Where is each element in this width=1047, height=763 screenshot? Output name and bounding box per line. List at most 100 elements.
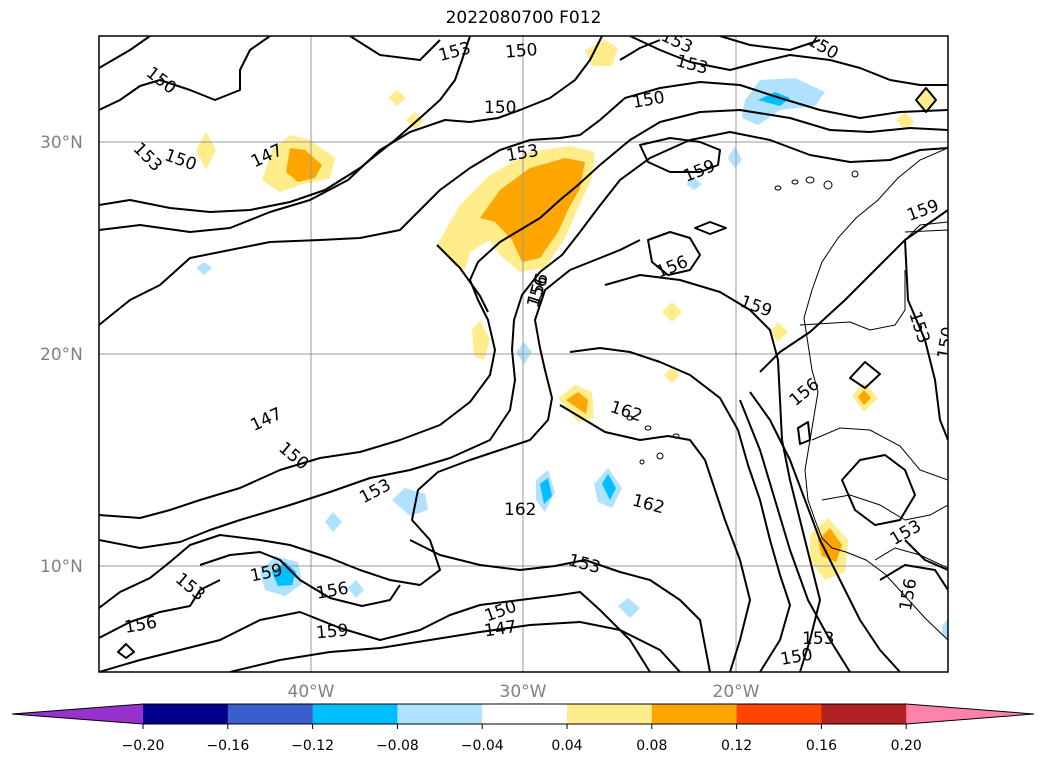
contour-line	[99, 109, 948, 519]
shade-neg-dot5	[728, 146, 742, 168]
contour-line	[841, 454, 916, 526]
contour-line	[629, 36, 948, 86]
contour-line	[619, 39, 661, 61]
contour-label: 153	[566, 550, 603, 578]
contour-label: 153	[674, 51, 711, 79]
island-8	[805, 176, 815, 184]
colorbar-tick-label: −0.08	[376, 738, 419, 754]
contour-line	[915, 87, 937, 113]
contour-label: 156	[123, 613, 158, 638]
contour-labels: 150 153 150 153 150 147 150 153 153 150 …	[123, 36, 948, 670]
border-5	[874, 547, 948, 569]
island-10	[851, 170, 859, 178]
colorbar-segment	[651, 704, 738, 724]
island-1	[626, 415, 634, 421]
contour-label: 147	[247, 404, 285, 436]
map-body: 150 153 150 153 150 147 150 153 153 150 …	[99, 36, 948, 672]
contour-label: 153	[171, 569, 209, 605]
shade-neg-topright-core	[758, 92, 790, 106]
shade-pos-small1	[196, 132, 216, 170]
island-5	[639, 459, 645, 465]
contour-label: 159	[315, 621, 349, 644]
shade-neg-dot2	[348, 580, 364, 598]
island-4	[656, 452, 664, 460]
shade-pos-right-core	[858, 390, 871, 405]
longitude-labels: 40°W 30°W 20°W	[288, 682, 760, 702]
shade-neg-dot1	[325, 512, 342, 532]
island-6	[774, 185, 782, 191]
colorbar-segment	[397, 704, 483, 724]
contour-line	[797, 421, 811, 445]
coastlines	[626, 147, 948, 641]
contour-line	[229, 621, 681, 672]
contour-label: 156	[523, 273, 552, 310]
border-2	[904, 229, 948, 233]
lon-label-30w: 30°W	[500, 682, 547, 702]
coastline-africa	[803, 147, 948, 641]
shade-pos-topleft-core	[286, 148, 322, 182]
island-7	[791, 179, 799, 185]
contours	[99, 36, 948, 672]
contour-label: 150	[779, 645, 814, 670]
contour-line	[99, 239, 641, 609]
colorbar-tick-label: 0.04	[551, 738, 582, 754]
colorbar-tick-label: 0.20	[891, 738, 922, 754]
contour-label: 150	[504, 40, 538, 63]
shade-pos-dot4	[916, 88, 936, 112]
shade-pos-dot3	[770, 322, 788, 342]
contour-line	[604, 274, 821, 672]
shade-pos-dot1	[662, 302, 682, 322]
island-9	[823, 180, 833, 190]
contour-line	[99, 81, 948, 326]
contour-label: 153	[802, 629, 834, 649]
contour-label: 150	[142, 63, 180, 99]
contour-label: 159	[681, 156, 719, 187]
contour-label: 156	[786, 374, 824, 410]
contour-line	[694, 221, 727, 235]
gridlines	[99, 36, 948, 672]
contour-line	[199, 551, 401, 607]
lat-label-10n: 10°N	[40, 557, 83, 577]
contour-label: 156	[653, 252, 691, 283]
contour-label: 156	[896, 577, 921, 612]
colorbar-segment	[227, 704, 314, 724]
colorbar-segment	[312, 704, 398, 724]
contour-line	[569, 347, 791, 672]
shade-neg-dot3	[516, 342, 532, 364]
lon-label-40w: 40°W	[288, 682, 335, 702]
contour-line	[99, 36, 151, 69]
map-frame	[98, 35, 949, 673]
latitude-labels: 30°N 20°N 10°N	[40, 133, 83, 577]
shade-neg-mid2-core	[540, 478, 552, 504]
contour-line	[759, 209, 948, 373]
island-2	[644, 425, 652, 431]
shade-neg-dot7	[196, 262, 212, 275]
shade-pos-dot6	[406, 112, 424, 130]
colorbar-tick-label: 0.16	[806, 738, 837, 754]
colorbar-segment	[821, 704, 907, 724]
contour-line	[99, 36, 271, 111]
colorbar-tick-label: −0.20	[122, 738, 165, 754]
shade-neg-dot8	[942, 618, 948, 639]
contour-label: 153	[904, 309, 933, 346]
contour-line	[904, 539, 948, 571]
contour-label: 153	[437, 38, 474, 66]
contour-label: 150	[484, 98, 516, 118]
contour-line	[879, 564, 948, 591]
colorbar-segment	[567, 704, 653, 724]
shade-pos-mid-core	[566, 392, 588, 414]
colorbar-tick-label: −0.16	[206, 738, 249, 754]
contour-label: 162	[608, 397, 645, 426]
positive-shading	[196, 40, 936, 580]
lat-label-30n: 30°N	[40, 133, 83, 153]
contour-label: 162	[504, 500, 536, 520]
shade-pos-central-core	[480, 158, 585, 262]
contour-label: 153	[129, 139, 166, 176]
colorbar-extend-high	[906, 704, 1034, 724]
border-3	[811, 427, 948, 481]
contour-line	[559, 404, 751, 672]
contour-line	[99, 131, 948, 549]
contour-line	[647, 231, 701, 276]
contour-line	[349, 36, 441, 61]
